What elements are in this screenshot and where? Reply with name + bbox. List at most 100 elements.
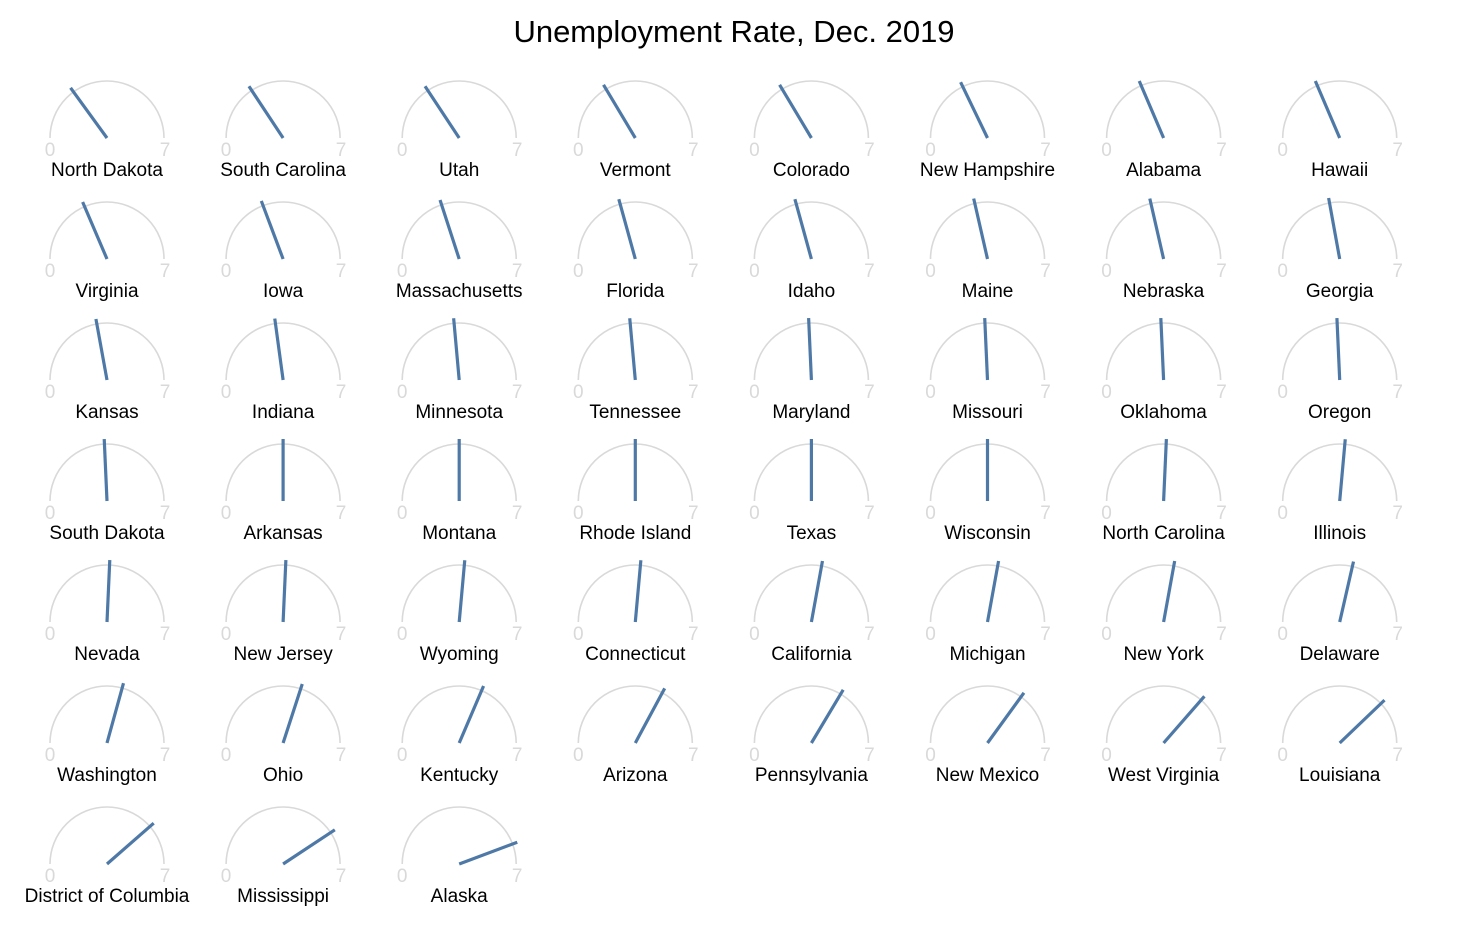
gauge-max-label: 7 [512,261,523,282]
gauge-min-label: 0 [1101,624,1112,645]
gauge-min-label: 0 [45,624,56,645]
gauge-dial-arc [1281,80,1398,139]
gauge-dial-arc [577,322,694,381]
gauge-max-label: 7 [1040,745,1051,766]
gauge: 0 7 Delaware [1277,561,1403,665]
gauge-dial-arc [753,201,870,260]
gauge-min-label: 0 [1277,261,1288,282]
gauge-min-label: 0 [1101,382,1112,403]
gauge-max-label: 7 [864,503,875,524]
gauge-dial-arc [577,564,694,623]
gauge: 0 7 Texas [749,439,875,544]
gauge: 0 7 Georgia [1277,197,1403,302]
gauge-dial-arc [929,685,1046,744]
gauge-needle [102,438,109,502]
gauge-state-label: Vermont [600,160,671,181]
gauge-needle [807,317,813,381]
gauge-dial-arc [929,80,1046,139]
gauge-dial-arc [225,564,341,623]
gauge: 0 7 Arkansas [221,439,346,544]
gauge-needle [633,687,667,744]
gauge-min-label: 0 [45,503,56,524]
gauge-needle [810,688,845,744]
gauge-dial-arc [1105,80,1222,139]
gauge: 0 7 Wyoming [397,560,522,665]
gauge-needle [972,198,990,260]
gauge-state-label: New Mexico [936,765,1039,786]
gauge-min-label: 0 [397,503,408,524]
gauge-state-label: Nebraska [1123,281,1205,302]
gauge-needle [617,198,637,260]
gauge-max-label: 7 [688,382,699,403]
gauge-needle [1335,317,1342,381]
gauge-needle [281,683,304,744]
gauge-max-label: 7 [1040,624,1051,645]
gauge-min-label: 0 [45,261,56,282]
gauge-max-label: 7 [336,261,347,282]
gauge-max-label: 7 [336,866,347,887]
gauge-min-label: 0 [45,866,56,887]
gauge-dial-arc [401,80,517,139]
gauge-state-label: Alaska [431,886,488,907]
gauge-max-label: 7 [1040,261,1051,282]
gauge-min-label: 0 [1277,382,1288,403]
gauge-max-label: 7 [336,624,347,645]
gauge-state-label: Oregon [1308,402,1371,423]
gauge-min-label: 0 [221,503,232,524]
gauge: 0 7 Idaho [749,198,875,302]
gauge-needle [1162,560,1177,623]
gauge-needle [105,682,126,744]
gauge-min-label: 0 [397,382,408,403]
gauge-max-label: 7 [1216,503,1227,524]
gauge-max-label: 7 [864,745,875,766]
gauge-state-label: Alabama [1126,160,1201,181]
gauge-needle [452,318,461,381]
gauge-dial-arc [753,322,870,381]
gauge-min-label: 0 [1101,503,1112,524]
gauge: 0 7 Florida [573,198,699,302]
gauge-min-label: 0 [45,382,56,403]
gauge-dial-arc [577,80,694,139]
gauge-state-label: Massachusetts [396,281,523,302]
gauge-max-label: 7 [1392,140,1403,161]
gauge-state-label: Virginia [75,281,138,302]
gauge-needle [457,560,467,623]
gauge-max-label: 7 [336,745,347,766]
gauge-min-label: 0 [1277,624,1288,645]
gauge-needle [1327,197,1342,260]
gauge-needle [1313,80,1342,139]
gauge-min-label: 0 [573,745,584,766]
gauge-dial-arc [753,685,870,744]
gauge-max-label: 7 [1392,745,1403,766]
gauge-needle [1338,439,1347,502]
gauge-state-label: Wyoming [420,644,499,665]
gauge-min-label: 0 [397,261,408,282]
gauge-min-label: 0 [1277,503,1288,524]
gauge: 0 7 Iowa [221,200,347,302]
gauge-needle [1148,198,1166,260]
gauge-min-label: 0 [573,624,584,645]
gauge-max-label: 7 [512,140,523,161]
gauge: 0 7 New York [1101,560,1227,665]
gauge-min-label: 0 [573,261,584,282]
gauge-state-label: New Jersey [233,644,333,665]
gauge-needle [458,840,518,866]
gauge-needle [628,318,637,381]
gauge-state-label: Nevada [74,644,140,665]
gauge-state-label: Rhode Island [579,523,691,544]
gauge-needle [259,200,285,260]
gauge-state-label: Colorado [773,160,850,181]
gauge-min-label: 0 [221,261,232,282]
gauge-needle [1162,438,1168,502]
gauge-needle [247,85,285,139]
gauge-min-label: 0 [221,745,232,766]
gauge: 0 7 Nevada [45,559,170,665]
gauge-min-label: 0 [925,382,936,403]
gauge-dial-arc [49,201,165,260]
gauge-dial-arc [929,322,1046,381]
gauge-max-label: 7 [864,382,875,403]
